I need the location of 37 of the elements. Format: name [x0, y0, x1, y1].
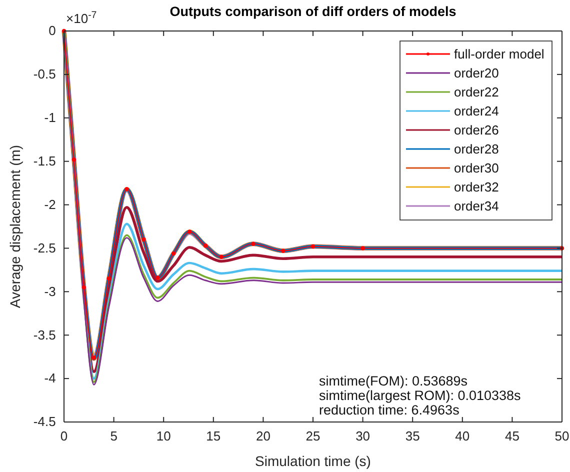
- x-tick-label: 15: [206, 428, 221, 444]
- y-tick-label: -2: [44, 196, 56, 212]
- x-tick-label: 35: [405, 428, 420, 444]
- x-tick-label: 45: [504, 428, 520, 444]
- x-tick-label: 5: [110, 428, 118, 444]
- x-tick-label: 25: [306, 428, 320, 444]
- y-tick-label: -2.5: [33, 240, 56, 256]
- x-axis-title: Simulation time (s): [255, 453, 371, 469]
- x-tick-label: 10: [156, 428, 171, 444]
- legend-label: order34: [454, 198, 499, 214]
- legend-label: order28: [454, 142, 499, 156]
- y-axis-title: Average displacement (m): [7, 144, 23, 308]
- x-tick-label: 20: [256, 428, 270, 444]
- y-tick-label: -1.5: [33, 153, 56, 168]
- annotation: reduction time: 6.4963s: [318, 402, 460, 418]
- legend-label: order22: [454, 84, 499, 100]
- y-tick-label: -4: [44, 370, 56, 386]
- annotation: simtime(largest ROM): 0.010338s: [318, 388, 522, 403]
- y-tick-label: 0: [48, 23, 56, 38]
- x-tick-label: 30: [356, 428, 370, 444]
- x-tick-label: 0: [60, 428, 68, 444]
- legend-label: full-order model: [454, 46, 544, 62]
- x-tick-label: 40: [455, 428, 470, 444]
- y-tick-label: -0.5: [33, 66, 56, 82]
- y-tick-label: -3: [44, 284, 56, 299]
- legend-label: order24: [454, 104, 499, 118]
- annotation: simtime(FOM): 0.53689s: [318, 374, 468, 388]
- legend-label: order32: [454, 180, 499, 194]
- y-tick-label: -4.5: [33, 414, 56, 430]
- y-tick-label: -3.5: [33, 327, 56, 342]
- x-tick-label: 50: [554, 428, 570, 444]
- y-tick-label: -1: [44, 110, 56, 126]
- chart-title: Outputs comparison of diff orders of models: [170, 4, 456, 19]
- legend-label: order20: [454, 66, 499, 80]
- text: ×10$^{-7}$: [66, 10, 97, 26]
- legend-label: order26: [454, 122, 499, 138]
- legend-label: order30: [454, 160, 499, 176]
